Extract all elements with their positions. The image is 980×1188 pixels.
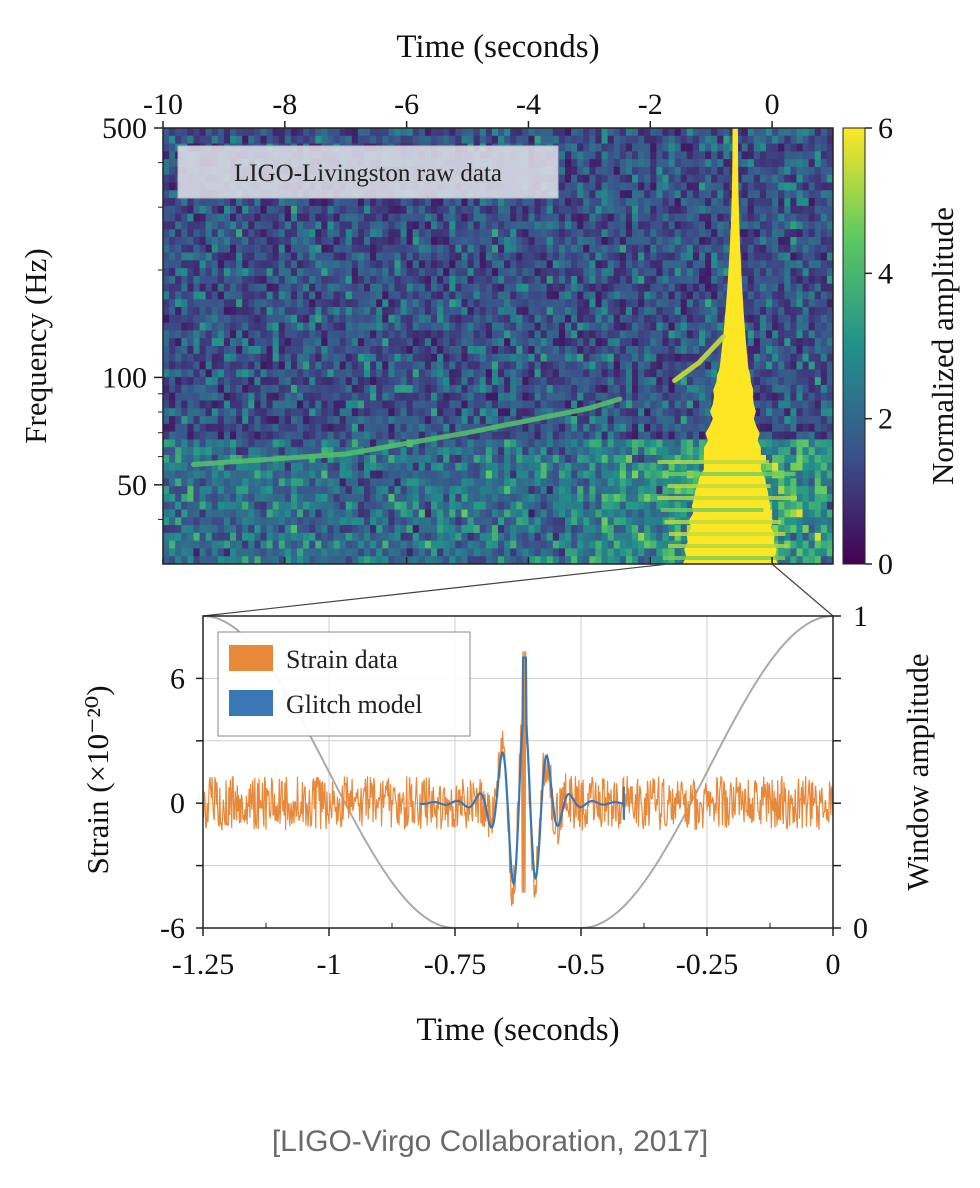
bottom-y-tick-label: 0 bbox=[170, 787, 185, 820]
glitch-streak bbox=[668, 532, 786, 536]
colorbar-tick-label: 6 bbox=[878, 112, 893, 145]
spectrogram-title: LIGO-Livingston raw data bbox=[234, 160, 502, 187]
legend-label-glitch: Glitch model bbox=[286, 690, 422, 719]
zoom-connector-left bbox=[202, 563, 669, 617]
bottom-x-tick-label: -0.75 bbox=[424, 948, 487, 981]
bottom-x-axis-label: Time (seconds) bbox=[416, 1012, 619, 1048]
glitch-streak bbox=[657, 460, 769, 464]
glitch-model-series bbox=[419, 656, 625, 886]
glitch-streak bbox=[660, 508, 764, 512]
top-x-tick-label: 0 bbox=[765, 88, 780, 121]
bottom-x-tick-label: 0 bbox=[826, 948, 841, 981]
colorbar-label: Normalized amplitude bbox=[925, 207, 960, 485]
bottom-x-tick-label: -1 bbox=[317, 948, 342, 981]
bottom-x-tick-label: -1.25 bbox=[172, 948, 235, 981]
bottom-x-tick-label: -0.5 bbox=[557, 948, 605, 981]
glitch-streak bbox=[657, 496, 797, 500]
colorbar-gradient bbox=[842, 127, 866, 565]
bottom-y2-axis-label: Window amplitude bbox=[900, 653, 935, 890]
bottom-y2-tick-label: 0 bbox=[853, 912, 868, 945]
zoom-connector-right bbox=[771, 563, 834, 617]
colorbar-tick-label: 2 bbox=[878, 403, 893, 436]
legend: Strain data Glitch model bbox=[217, 631, 471, 737]
top-y-tick-label: 50 bbox=[117, 469, 147, 502]
spectrogram-label-box bbox=[177, 145, 559, 199]
chirp-track bbox=[191, 396, 623, 467]
colorbar: 0 2 4 6 Normalized amplitude bbox=[842, 112, 960, 581]
legend-swatch-glitch bbox=[229, 690, 273, 716]
chirp-tail bbox=[672, 334, 726, 383]
bottom-y2-tick-label: 1 bbox=[853, 600, 868, 633]
spectrogram-panel: -10 -8 -6 -4 -2 0 50 100 500 LIGO-Livingston raw… bbox=[18, 29, 834, 565]
colorbar-tick-label: 0 bbox=[878, 548, 893, 581]
legend-label-strain: Strain data bbox=[286, 645, 398, 674]
glitch-spike bbox=[682, 128, 778, 564]
glitch-streak bbox=[664, 520, 781, 524]
top-x-tick-label: -6 bbox=[394, 88, 419, 121]
bottom-y-tick-label: -6 bbox=[160, 912, 185, 945]
top-x-tick-label: -2 bbox=[638, 88, 663, 121]
legend-swatch-strain bbox=[229, 645, 273, 671]
figure-caption: [LIGO-Virgo Collaboration, 2017] bbox=[271, 1125, 709, 1158]
glitch-streak bbox=[667, 484, 771, 488]
glitch-streak bbox=[664, 472, 796, 476]
glitch-streak bbox=[668, 544, 789, 548]
bottom-y-axis-label: Strain (×10⁻²⁰) bbox=[80, 685, 115, 874]
strain-panel: -1.25 -1 -0.75 -0.5 -0.25 0 -6 0 6 0 1 Strain data… bbox=[80, 600, 935, 1048]
top-x-tick-label: -10 bbox=[143, 88, 183, 121]
top-x-axis-label: Time (seconds) bbox=[396, 29, 599, 65]
bottom-x-tick-label: -0.25 bbox=[676, 948, 739, 981]
top-x-tick-label: -8 bbox=[272, 88, 297, 121]
glitch-streak bbox=[663, 556, 786, 560]
top-y-axis-label: Frequency (Hz) bbox=[18, 248, 53, 443]
bottom-y-tick-label: 6 bbox=[170, 662, 185, 695]
top-x-tick-label: -4 bbox=[516, 88, 541, 121]
top-y-tick-label: 100 bbox=[102, 361, 147, 394]
spectrogram-frame bbox=[162, 127, 834, 565]
top-y-tick-label: 500 bbox=[102, 112, 147, 145]
colorbar-tick-label: 4 bbox=[878, 257, 893, 290]
